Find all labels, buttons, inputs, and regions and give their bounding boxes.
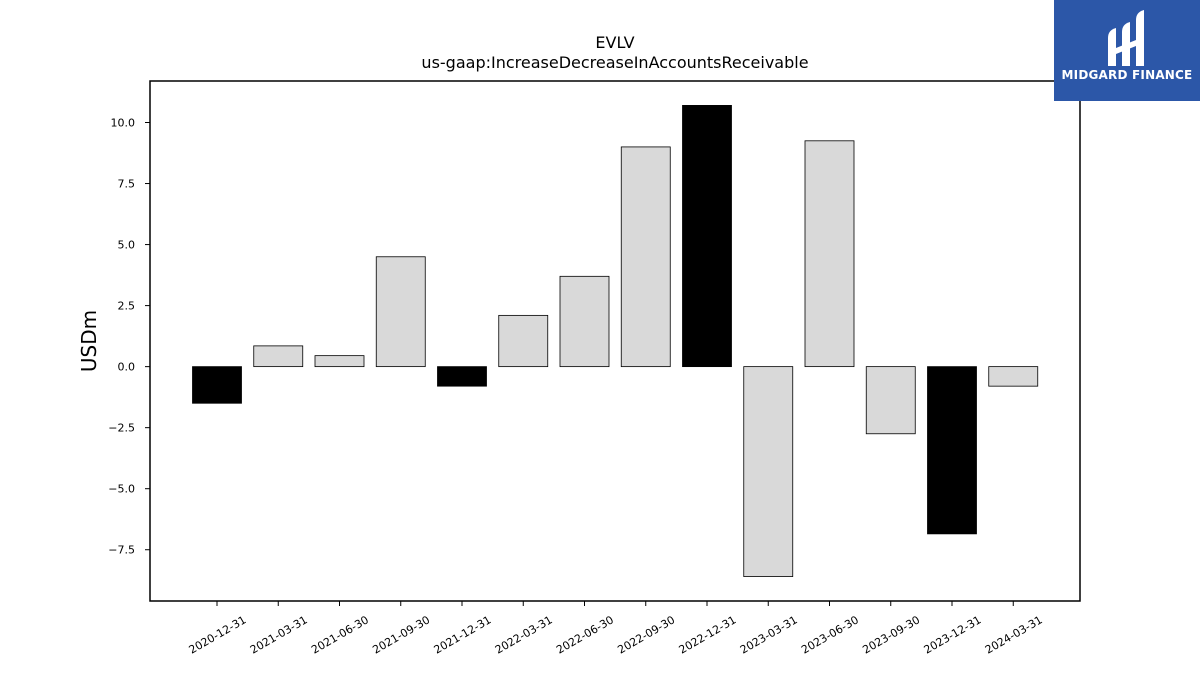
y-tick-label: 5.0 [118,239,136,252]
x-tick-label: 2022-09-30 [615,613,677,656]
x-tick-label: 2023-06-30 [799,613,861,656]
bar-2023-12-31 [927,366,977,535]
y-tick-label: 0.0 [118,361,136,374]
brand-name: MIDGARD FINANCE [1061,68,1193,82]
y-tick-label: 2.5 [118,300,136,313]
x-tick-label: 2022-12-31 [677,613,739,656]
bar-2023-06-30 [804,140,855,368]
x-tick-label: 2020-12-31 [187,613,249,656]
chart-subtitle: us-gaap:IncreaseDecreaseInAccountsReceiv… [421,53,808,72]
x-tick-label: 2021-12-31 [432,613,494,656]
chart-title: EVLV [595,33,634,52]
bar-2024-03-31 [988,366,1039,387]
y-tick-label: −5.0 [108,483,135,496]
bar-2022-06-30 [559,275,610,368]
x-tick-label: 2021-03-31 [248,613,310,656]
bar-2021-12-31 [437,366,487,387]
bar-2021-09-30 [375,256,426,368]
bar-2021-03-31 [253,345,304,368]
plot-frame [149,80,1081,602]
bars-group [192,105,1039,577]
midgard-logo-icon [1108,10,1144,66]
y-tick-label: 10.0 [111,117,136,130]
y-tick-label: −2.5 [108,422,135,435]
x-tick-label: 2021-09-30 [370,613,432,656]
y-axis-ticks: −7.5 −5.0 −2.5 0.0 2.5 5.0 7.5 10.0 [108,117,150,557]
x-tick-label: 2024-03-31 [983,613,1045,656]
x-tick-label: 2023-09-30 [860,613,922,656]
x-tick-label: 2021-06-30 [309,613,371,656]
bar-2021-06-30 [314,355,365,368]
x-tick-label: 2023-12-31 [922,613,984,656]
y-tick-label: 7.5 [118,178,136,191]
x-tick-label: 2023-03-31 [738,613,800,656]
bar-2023-03-31 [743,366,794,577]
x-tick-label: 2022-06-30 [554,613,616,656]
x-tick-label: 2022-03-31 [493,613,555,656]
y-axis-label: USDm [77,310,101,372]
bar-2020-12-31 [192,366,242,404]
bar-2022-09-30 [620,146,671,368]
bar-2022-12-31 [682,105,732,368]
x-axis-ticks: 2020-12-31 2021-03-31 2021-06-30 2021-09-30… [187,601,1045,657]
bar-2023-09-30 [865,366,916,435]
y-tick-label: −7.5 [108,544,135,557]
bar-2022-03-31 [498,314,549,368]
brand-logo: MIDGARD FINANCE [1054,0,1200,101]
